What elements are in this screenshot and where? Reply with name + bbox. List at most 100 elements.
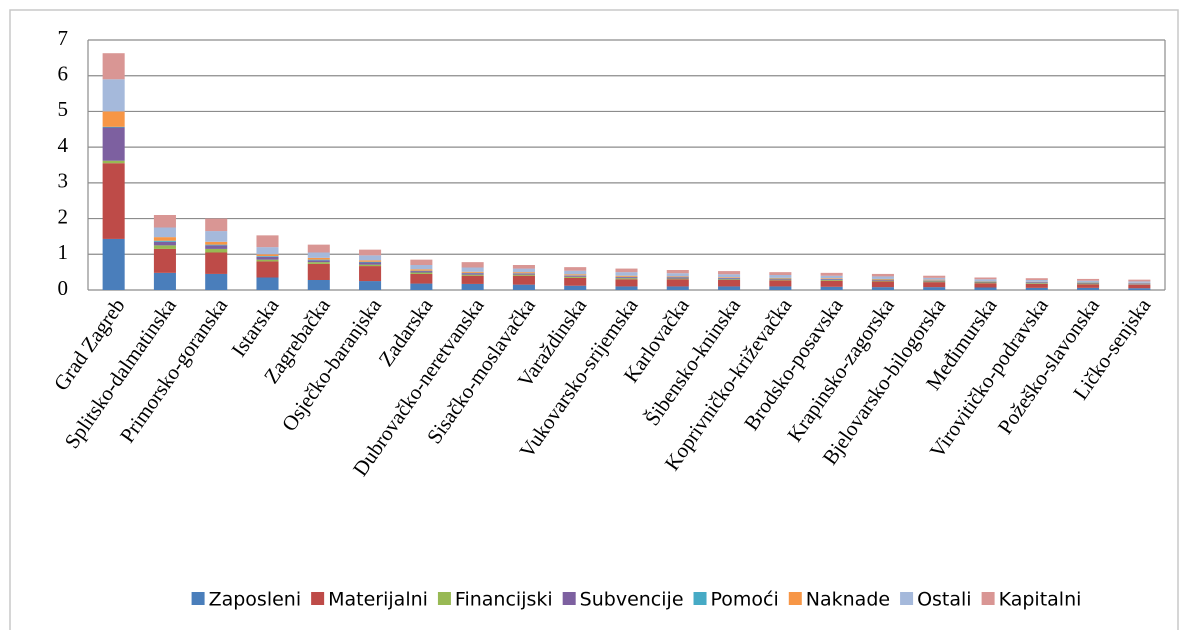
- bar-segment: [769, 277, 792, 279]
- bar-segment: [205, 252, 228, 274]
- bar-segment: [564, 276, 587, 278]
- bar-segment: [1077, 278, 1100, 281]
- bar-segment: [153, 227, 176, 238]
- bar-segment: [307, 260, 330, 263]
- bar-segment: [1077, 287, 1100, 290]
- bar-segment: [410, 269, 433, 271]
- bar-segment: [512, 272, 535, 274]
- legend-swatch: [191, 592, 205, 605]
- bar-segment: [307, 262, 330, 264]
- bar-segment: [153, 241, 176, 246]
- bar-segment: [359, 249, 382, 256]
- bar-segment: [461, 267, 484, 272]
- bar-segment: [1025, 282, 1048, 284]
- bar-segment: [820, 280, 843, 287]
- bar-segment: [666, 273, 689, 277]
- bar-segment: [974, 283, 997, 288]
- legend-label: Kapitalni: [999, 589, 1082, 611]
- bar-segment: [153, 272, 176, 290]
- bar-segment: [769, 272, 792, 275]
- bar-segment: [307, 252, 330, 258]
- bar-segment: [820, 286, 843, 290]
- bar-segment: [871, 276, 894, 279]
- bar-segment: [102, 79, 125, 112]
- bar-segment: [256, 235, 279, 248]
- bar-segment: [564, 277, 587, 286]
- bar-segment: [1128, 288, 1151, 290]
- bar-segment: [153, 245, 176, 249]
- bar-segment: [512, 265, 535, 269]
- y-tick-label: 4: [58, 133, 69, 157]
- bar-segment: [923, 281, 946, 283]
- bar-segment: [871, 280, 894, 282]
- bar-segment: [923, 275, 946, 278]
- bar-segment: [769, 280, 792, 287]
- bar-segment: [769, 286, 792, 290]
- bar-segment: [666, 279, 689, 287]
- bar-segment: [256, 256, 279, 260]
- bar-segment: [1025, 283, 1048, 284]
- bar-segment: [1128, 279, 1151, 282]
- bar-segment: [820, 272, 843, 276]
- bar-segment: [615, 268, 638, 273]
- bar-segment: [718, 280, 741, 287]
- bar-segment: [564, 275, 587, 277]
- bar-segment: [1025, 280, 1048, 282]
- bar-segment: [410, 265, 433, 270]
- bar-segment: [718, 286, 741, 290]
- bar-segment: [769, 278, 792, 280]
- bar-segment: [256, 261, 279, 278]
- legend-swatch: [311, 592, 325, 605]
- bar-segment: [820, 279, 843, 280]
- bar-segment: [512, 284, 535, 290]
- legend-swatch: [900, 592, 914, 605]
- bar-segment: [512, 273, 535, 275]
- bar-segment: [359, 262, 382, 265]
- legend-label: Ostali: [917, 589, 972, 611]
- bar-segment: [820, 278, 843, 279]
- bar-segment: [615, 277, 638, 279]
- bar-segment: [564, 285, 587, 290]
- legend-swatch: [437, 592, 451, 605]
- bar-segment: [153, 240, 176, 242]
- bar-segment: [1077, 280, 1100, 283]
- bar-segment: [974, 287, 997, 290]
- bar-segment: [871, 287, 894, 290]
- bar-segment: [615, 286, 638, 290]
- bar-segment: [871, 278, 894, 280]
- bar-segment: [871, 273, 894, 277]
- bar-segment: [205, 248, 228, 253]
- bar-segment: [102, 160, 125, 164]
- legend-label: Pomoći: [711, 589, 779, 611]
- bar-segment: [102, 111, 125, 127]
- bar-segment: [359, 255, 382, 261]
- bar-segment: [153, 215, 176, 228]
- legend-swatch: [788, 592, 802, 605]
- bar-segment: [1025, 278, 1048, 280]
- legend-swatch: [562, 592, 576, 605]
- bar-segment: [205, 245, 228, 249]
- bar-segment: [256, 259, 279, 262]
- bar-segment: [974, 279, 997, 282]
- bar-segment: [205, 241, 228, 245]
- legend-label: Materijalni: [328, 589, 428, 611]
- bar-segment: [615, 278, 638, 280]
- bar-segment: [1128, 283, 1151, 285]
- bar-segment: [359, 281, 382, 290]
- bar-segment: [974, 277, 997, 280]
- legend-label: Financijski: [455, 589, 553, 611]
- bar-segment: [564, 267, 587, 271]
- bar-segment: [359, 266, 382, 282]
- bar-segment: [666, 278, 689, 280]
- bar-segment: [307, 244, 330, 253]
- y-tick-label: 3: [58, 169, 69, 193]
- bar-segment: [718, 278, 741, 280]
- bar-segment: [923, 287, 946, 290]
- bar-segment: [974, 281, 997, 283]
- bar-segment: [615, 272, 638, 276]
- bar-segment: [359, 264, 382, 267]
- bar-segment: [461, 271, 484, 273]
- chart-frame: [9, 9, 1179, 630]
